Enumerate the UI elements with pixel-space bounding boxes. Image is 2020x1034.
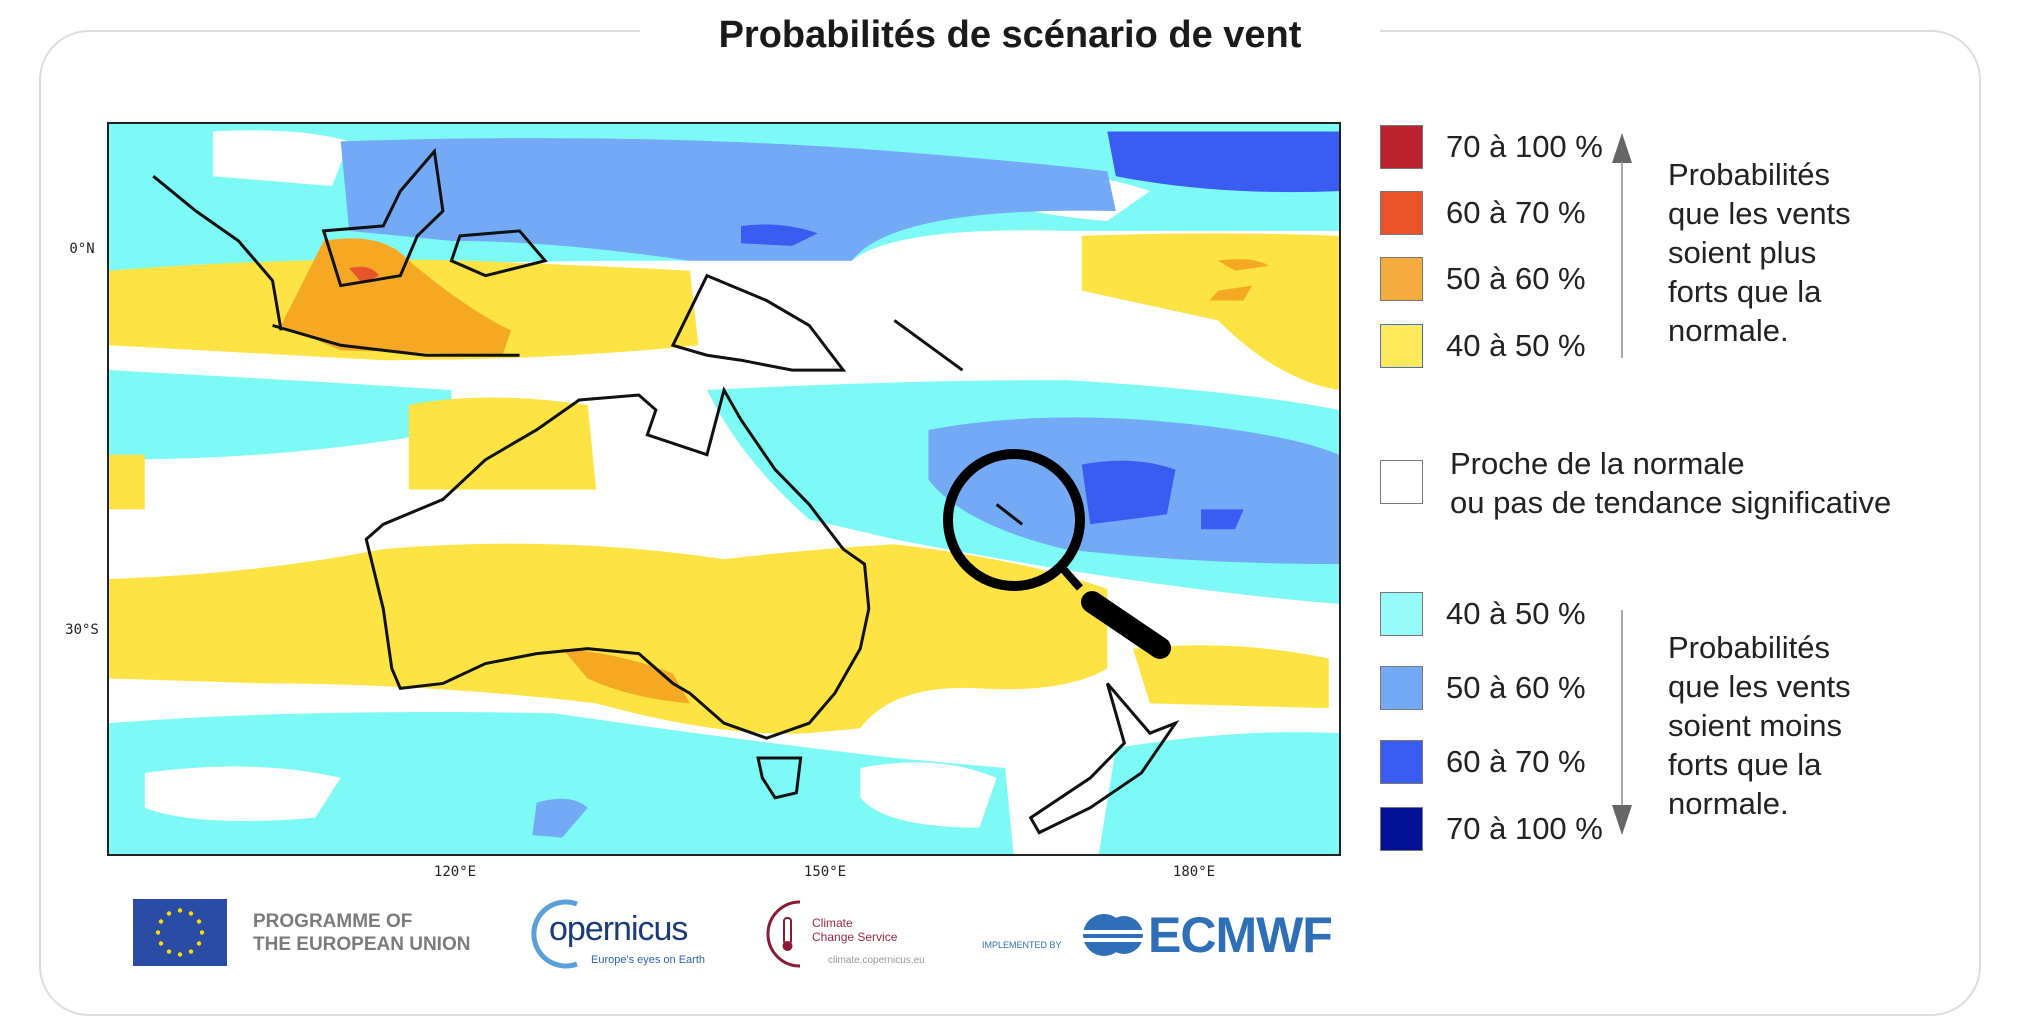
- stronger-40-50-areas: [109, 233, 1339, 734]
- desc-line: Probabilités: [1668, 630, 1830, 665]
- legend-swatch-stronger-40-50: [1380, 324, 1423, 368]
- y-tick-30s: 30°S: [65, 622, 99, 638]
- c3s-logo: Climate Change Service climate.copernicu…: [760, 898, 930, 970]
- desc-line: normale.: [1668, 313, 1789, 348]
- desc-line: forts que la: [1668, 747, 1822, 782]
- copernicus-tagline: Europe's eyes on Earth: [591, 954, 706, 966]
- eu-star-icon: [199, 930, 205, 935]
- eu-star-icon: [155, 930, 161, 935]
- weaker-60-70-areas: [741, 131, 1339, 530]
- weaker-description: Probabilités que les vents soient moins …: [1668, 628, 1851, 823]
- y-tick-0n: 0°N: [69, 241, 95, 257]
- wind-probability-map: [107, 122, 1341, 856]
- legend-swatch-stronger-70-100: [1380, 125, 1423, 169]
- eu-flag-logo: [133, 899, 227, 966]
- normal-line: Proche de la normale: [1450, 446, 1745, 481]
- map-fields: [109, 124, 1339, 854]
- eu-star-icon: [196, 941, 202, 946]
- implemented-by-text: IMPLEMENTED BY: [982, 940, 1062, 950]
- stronger-60-70-areas: [349, 266, 380, 284]
- desc-line: que les vents: [1668, 196, 1851, 231]
- copernicus-name: opernicus: [549, 910, 688, 948]
- legend-swatch-weaker-60-70: [1380, 740, 1423, 784]
- stronger-description: Probabilités que les vents soient plus f…: [1668, 155, 1851, 350]
- copernicus-logo: opernicus Europe's eyes on Earth: [527, 898, 717, 970]
- x-tick-150e: 150°E: [803, 864, 847, 880]
- legend-swatch-normal: [1380, 460, 1423, 504]
- stronger-50-60-areas: [281, 238, 1270, 704]
- ecmwf-wordmark: ECMWF: [1148, 907, 1333, 963]
- arrow-up-icon: [1612, 133, 1632, 358]
- eu-line: THE EUROPEAN UNION: [253, 934, 471, 955]
- normal-line: ou pas de tendance significative: [1450, 485, 1892, 520]
- eu-star-icon: [188, 911, 194, 916]
- c3s-text: Climate Change Service: [812, 916, 897, 944]
- desc-line: que les vents: [1668, 669, 1851, 704]
- legend-label: 70 à 100 %: [1446, 129, 1603, 164]
- eu-star-icon: [158, 941, 164, 946]
- eu-star-icon: [166, 949, 172, 954]
- legend-swatch-stronger-60-70: [1380, 191, 1423, 235]
- legend-label: 60 à 70 %: [1446, 195, 1586, 230]
- desc-line: soient moins: [1668, 708, 1843, 743]
- x-tick-180e: 180°E: [1172, 864, 1216, 880]
- legend-swatch-weaker-40-50: [1380, 592, 1423, 636]
- legend-swatch-weaker-70-100: [1380, 807, 1423, 851]
- legend-label: 50 à 60 %: [1446, 670, 1586, 705]
- eu-star-icon: [177, 908, 183, 913]
- legend-normal-text: Proche de la normale ou pas de tendance …: [1450, 444, 1891, 522]
- eu-programme-text: PROGRAMME OF THE EUROPEAN UNION: [253, 910, 470, 956]
- legend-label: 40 à 50 %: [1446, 328, 1586, 363]
- eu-star-icon: [188, 949, 194, 954]
- legend-label: 40 à 50 %: [1446, 596, 1586, 631]
- legend-swatch-stronger-50-60: [1380, 257, 1423, 301]
- c3s-url: climate.copernicus.eu: [828, 955, 925, 966]
- desc-line: soient plus: [1668, 235, 1817, 270]
- copernicus-arc-icon: [531, 899, 578, 969]
- legend-swatch-weaker-50-60: [1380, 666, 1423, 710]
- c3s-line: Change Service: [812, 930, 898, 944]
- ecmwf-logo: ECMWF: [1082, 907, 1333, 963]
- eu-line: PROGRAMME OF: [253, 911, 413, 932]
- thermometer-cloud-icon: [766, 900, 801, 968]
- coastlines: [153, 151, 1175, 832]
- desc-line: normale.: [1668, 786, 1789, 821]
- desc-line: forts que la: [1668, 274, 1822, 309]
- eu-star-icon: [158, 919, 164, 924]
- desc-line: Probabilités: [1668, 157, 1830, 192]
- eu-star-icon: [177, 952, 183, 957]
- page-title: Probabilités de scénario de vent: [640, 8, 1380, 62]
- c3s-line: Climate: [812, 916, 853, 930]
- eu-star-icon: [166, 911, 172, 916]
- ecmwf-symbol-icon: [1082, 914, 1144, 956]
- legend-label: 50 à 60 %: [1446, 261, 1586, 296]
- magnifier-icon: [943, 449, 1171, 659]
- legend-label: 60 à 70 %: [1446, 744, 1586, 779]
- eu-star-icon: [196, 919, 202, 924]
- arrow-down-icon: [1612, 610, 1632, 835]
- legend-label: 70 à 100 %: [1446, 811, 1603, 846]
- x-tick-120e: 120°E: [433, 864, 477, 880]
